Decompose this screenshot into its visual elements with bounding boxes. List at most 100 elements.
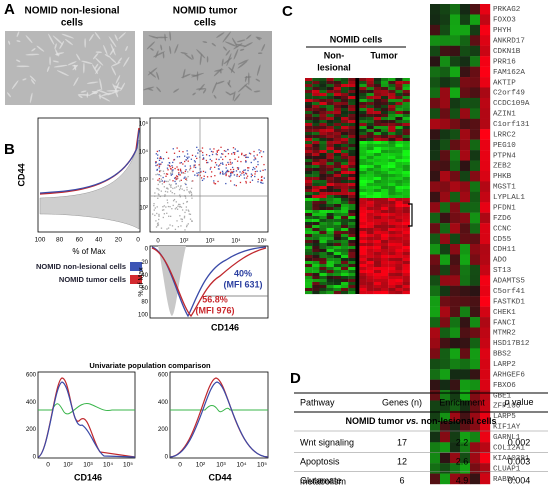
cell-texture	[7, 31, 266, 104]
heatmap-cell	[366, 162, 374, 166]
axis-label: CD44	[208, 472, 231, 482]
heatmap-cell	[381, 90, 389, 94]
heatmap-cell	[460, 348, 471, 359]
heatmap-cell	[366, 129, 374, 133]
event-dot	[235, 184, 237, 187]
heatmap-cell	[395, 279, 403, 283]
heatmap-cell	[348, 243, 356, 247]
heatmap-cell	[388, 171, 396, 175]
cell	[160, 44, 163, 51]
heatmap-cell	[402, 210, 410, 214]
heatmap-cell	[430, 390, 441, 401]
heatmap-cell	[312, 273, 320, 277]
cell	[112, 83, 118, 93]
heatmap-cell	[333, 150, 342, 154]
heatmap-cell	[381, 102, 389, 106]
heatmap	[430, 4, 491, 485]
heatmap-cell	[305, 252, 313, 256]
heatmap-cell	[381, 150, 389, 154]
heatmap-cell	[305, 141, 313, 145]
panel-label: A	[4, 1, 15, 18]
heatmap-cell	[305, 96, 313, 100]
cell	[67, 61, 77, 66]
heatmap-cell	[305, 258, 313, 262]
cell	[7, 92, 11, 98]
heatmap-cell	[341, 141, 349, 145]
event-dot	[180, 206, 183, 208]
heatmap-cell	[326, 177, 334, 181]
heatmap-cell	[366, 150, 374, 154]
heatmap-cell	[430, 421, 441, 433]
event-dot	[233, 174, 236, 176]
heatmap-cell	[319, 216, 327, 220]
event-dot	[169, 206, 171, 208]
heatmap-cell	[366, 189, 374, 193]
heatmap-cell	[460, 306, 471, 318]
heatmap-cell	[359, 183, 367, 187]
event-dot	[186, 200, 189, 203]
event-dot	[252, 168, 254, 171]
heatmap-cell	[402, 258, 410, 262]
heatmap-cell	[450, 97, 461, 109]
cell	[245, 34, 252, 40]
event-dot	[225, 150, 227, 152]
heatmap-cell	[341, 129, 349, 133]
heatmap-cell	[373, 213, 382, 217]
heatmap-cell	[430, 223, 441, 234]
heatmap-cell	[388, 192, 396, 196]
cell	[22, 78, 27, 81]
heatmap-cell	[395, 225, 403, 229]
event-dot	[159, 163, 161, 166]
heatmap-cell	[395, 291, 403, 295]
event-dot	[218, 168, 220, 170]
heatmap-cell	[326, 288, 334, 292]
heatmap-cell	[373, 129, 382, 133]
event-dot	[186, 179, 188, 182]
heatmap-cell	[366, 267, 374, 271]
axis-label: % of Max	[138, 267, 145, 297]
event-dot	[167, 227, 170, 229]
cell	[76, 53, 81, 61]
heatmap-cell	[312, 129, 320, 133]
heatmap-cell	[402, 186, 410, 190]
heatmap-cell	[341, 213, 349, 217]
heatmap-cell	[319, 144, 327, 148]
heatmap-cell	[395, 240, 403, 244]
heatmap-cell	[402, 237, 410, 241]
heatmap-cell	[373, 264, 382, 268]
heatmap-cell	[402, 84, 410, 88]
heatmap-cell	[348, 258, 356, 262]
heatmap-cell	[430, 191, 441, 203]
heatmap-cell	[333, 189, 342, 193]
gene-label: CD55	[493, 236, 512, 244]
heatmap-cell	[430, 400, 441, 412]
cell	[237, 59, 249, 65]
cell	[52, 60, 59, 63]
heatmap-cell	[388, 240, 396, 244]
heatmap-cell	[388, 234, 396, 238]
heatmap-cell	[319, 243, 327, 247]
heatmap-cell	[388, 144, 396, 148]
heatmap-cell	[305, 171, 313, 175]
heatmap-cell	[326, 234, 334, 238]
event-dot	[250, 161, 252, 164]
cell	[81, 60, 93, 64]
event-dot	[178, 155, 181, 158]
event-dot	[160, 157, 162, 160]
heatmap-cell	[388, 96, 396, 100]
heatmap-cell	[402, 282, 410, 286]
heatmap-cell	[402, 171, 410, 175]
heatmap-cell	[388, 186, 396, 190]
heatmap-cell	[326, 204, 334, 208]
gene-label: BBS2	[493, 351, 512, 359]
heatmap-cell	[373, 252, 382, 256]
cell	[29, 75, 37, 82]
heatmap-cell	[341, 177, 349, 181]
histogram-curve	[169, 381, 269, 458]
heatmap-cell	[470, 327, 481, 339]
event-dot	[219, 171, 222, 174]
heatmap-cell	[381, 78, 389, 82]
heatmap-cell	[319, 129, 327, 133]
event-dot	[163, 172, 165, 175]
table-cell: 2.2	[456, 437, 469, 447]
